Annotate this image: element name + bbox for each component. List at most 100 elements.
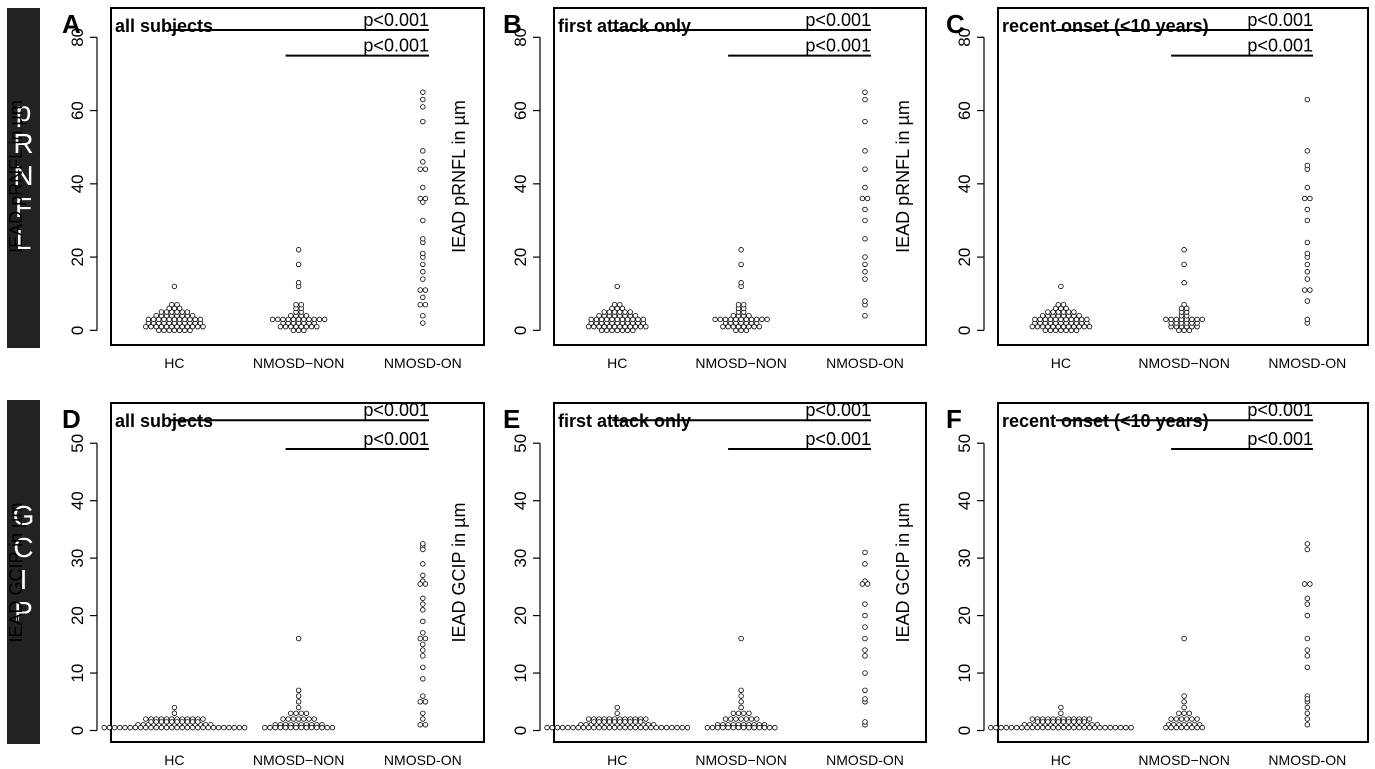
data-point <box>1039 312 1046 319</box>
p-value-label: p<0.001 <box>363 36 429 56</box>
data-point <box>1302 287 1308 293</box>
data-point <box>604 327 610 334</box>
row-label-letter: p <box>15 96 32 127</box>
data-point <box>614 305 620 312</box>
data-point <box>585 716 592 722</box>
p-value-label: p<0.001 <box>1247 429 1313 449</box>
data-point <box>862 612 868 619</box>
data-point <box>764 316 770 323</box>
data-point <box>293 302 299 308</box>
data-point <box>1194 724 1200 731</box>
data-point <box>171 316 178 323</box>
x-category-label: NMOSD-ON <box>826 355 904 371</box>
data-point <box>148 724 154 731</box>
data-point <box>735 710 742 716</box>
data-point <box>145 316 152 323</box>
data-point <box>417 699 423 705</box>
data-point <box>1086 716 1093 722</box>
data-point <box>158 309 165 315</box>
data-point <box>1065 323 1072 330</box>
data-point <box>630 327 636 334</box>
data-point <box>319 724 325 731</box>
data-point <box>422 166 429 172</box>
data-point <box>1076 323 1082 330</box>
y-tick-label: 0 <box>955 726 974 735</box>
data-point <box>643 323 649 330</box>
data-point <box>1307 287 1313 293</box>
data-point <box>1304 239 1311 246</box>
data-point <box>1304 722 1311 728</box>
data-point <box>728 316 734 323</box>
data-point <box>1117 724 1124 731</box>
data-point <box>1181 280 1187 286</box>
data-point <box>166 305 172 312</box>
data-point <box>1178 305 1185 312</box>
p-value-label: p<0.001 <box>805 400 871 420</box>
data-point <box>417 302 423 308</box>
data-point <box>859 195 866 202</box>
data-point <box>575 724 581 731</box>
x-category-label: HC <box>164 355 184 371</box>
data-point <box>862 696 868 702</box>
data-point <box>1029 323 1035 330</box>
data-point <box>420 653 426 659</box>
data-point <box>637 719 644 725</box>
y-tick-label: 0 <box>511 326 530 335</box>
data-point <box>864 195 871 202</box>
data-point <box>1173 724 1180 731</box>
data-point <box>611 302 618 308</box>
p-value-label: p<0.001 <box>1247 10 1313 30</box>
data-point <box>601 724 607 731</box>
data-point <box>1304 541 1311 547</box>
data-point <box>1307 581 1313 587</box>
data-point <box>1042 316 1048 323</box>
data-point <box>329 724 336 731</box>
data-point <box>637 323 644 330</box>
y-axis-label: IEAD GCIP in µm <box>449 502 469 642</box>
data-point <box>1003 724 1009 731</box>
data-point <box>308 724 315 731</box>
data-point <box>1176 710 1182 716</box>
data-point <box>604 316 610 323</box>
data-point <box>730 323 737 330</box>
data-point <box>420 236 426 242</box>
data-point <box>306 716 312 722</box>
data-point <box>559 724 566 731</box>
data-point <box>295 635 302 642</box>
data-point <box>288 323 294 330</box>
row-label-letter: R <box>13 128 34 159</box>
data-point <box>161 327 167 334</box>
data-point <box>614 316 620 323</box>
data-point <box>420 716 426 722</box>
data-point <box>733 327 739 334</box>
data-point <box>420 607 426 613</box>
data-point <box>735 724 742 731</box>
data-point <box>275 316 281 323</box>
data-point <box>420 96 426 103</box>
data-point <box>627 719 633 725</box>
data-point <box>420 618 426 625</box>
data-point <box>720 724 726 731</box>
x-category-label: HC <box>164 752 184 768</box>
row-label-top: p R N F L <box>7 96 40 256</box>
data-point <box>163 323 170 330</box>
data-point <box>179 309 185 315</box>
data-point <box>420 572 426 579</box>
data-point <box>1181 710 1187 716</box>
y-tick-label: 20 <box>511 606 530 625</box>
data-point <box>1039 724 1046 731</box>
data-point <box>598 316 605 323</box>
y-tick-label: 50 <box>955 434 974 453</box>
data-point <box>743 327 750 334</box>
data-point <box>632 312 639 319</box>
y-tick-label: 40 <box>511 491 530 510</box>
data-point <box>611 309 618 315</box>
data-point <box>314 323 320 330</box>
data-point <box>738 280 744 286</box>
data-point <box>1181 635 1187 642</box>
data-point <box>1063 305 1069 312</box>
data-point <box>169 323 175 330</box>
data-point <box>580 724 587 731</box>
data-point <box>420 641 426 648</box>
data-point <box>743 316 750 323</box>
